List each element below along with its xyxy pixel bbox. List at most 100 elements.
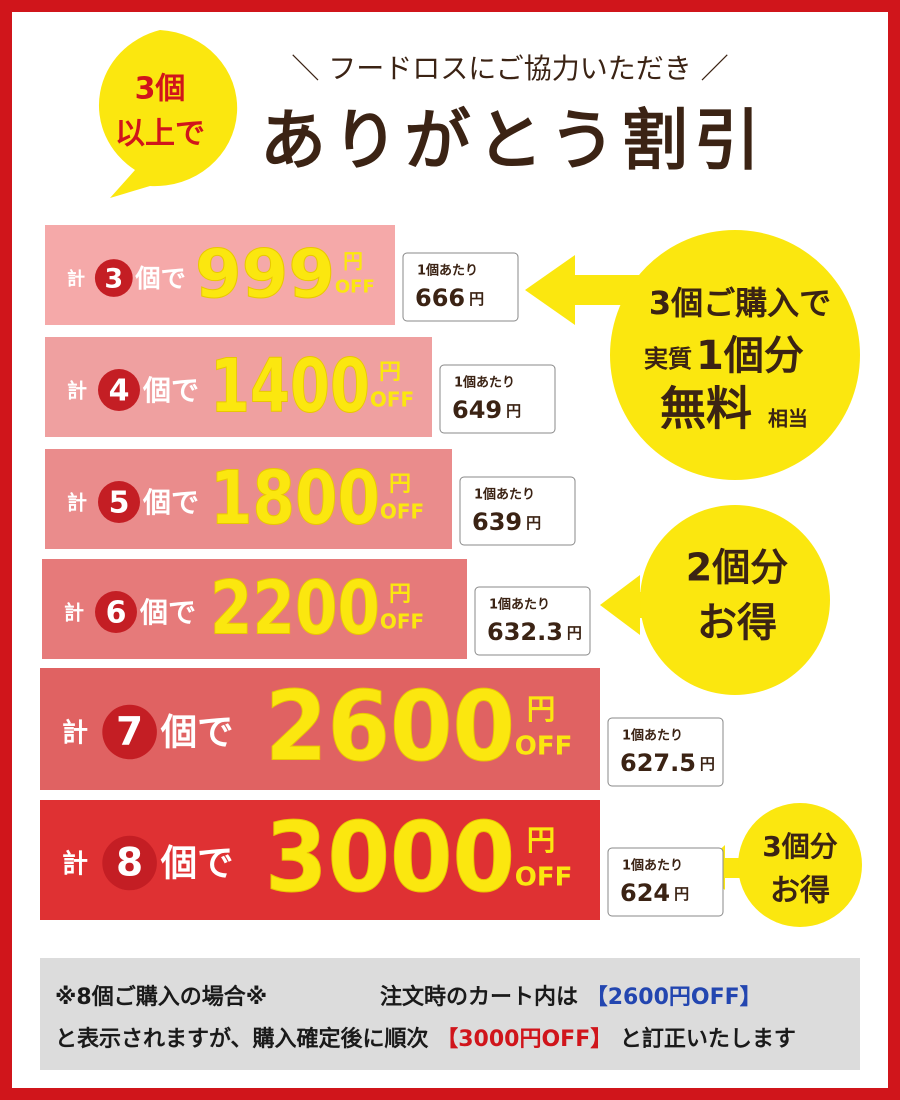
per-label: 1個あたり [622,858,683,874]
row-amount: 2600 [265,670,515,782]
row-amount: 1800 [210,456,380,542]
count-circle [102,704,157,760]
row-count: 3 [104,264,123,295]
footer-line: ※8個ご購入の場合※ 注文時のカート内は 【2600円OFF】 [55,984,762,1010]
badge-line: 3個 [135,72,186,107]
count-circle [102,835,157,891]
callout-circle [640,505,830,695]
row-unit: 円 [527,823,556,857]
per-box [607,717,724,787]
title: ありがとう割引 [260,102,760,179]
row-off: OFF [380,500,424,524]
per-label: 1個あたり [454,375,515,391]
row-amount: 2200 [210,566,380,652]
footer-text: 注文時のカート内は [380,984,578,1010]
footer-highlight: 【3000円OFF】 [436,1027,612,1052]
row-suffix: 個で [142,486,199,519]
per-label: 1個あたり [417,263,478,279]
per-unit: 円 [674,885,689,903]
arrow [525,255,640,325]
per-price: 649 円 [452,396,521,424]
callout-text: 実質 [644,345,692,373]
callout-text: 2個分 [686,546,788,590]
row-suffix: 個で [142,374,199,407]
footer-text: と訂正いたします [620,1026,796,1052]
per-label: 1個あたり [474,487,535,503]
footer-highlight: 【2600円OFF】 [586,985,762,1010]
callout-circle [610,230,860,480]
per-unit: 円 [526,514,541,532]
per-unit: 円 [567,624,582,642]
per-box [459,476,576,546]
per-price-value: 666 [415,284,465,312]
count-circle [98,369,140,411]
row-count: 4 [109,374,130,409]
row-prefix: 計 [67,491,87,515]
callout-text: 3個分 [762,830,837,863]
row-prefix: 計 [62,849,88,880]
count-circle [94,259,133,297]
per-box [402,252,519,322]
subtitle: ＼ フードロスにご協力いただき ／ [291,52,728,85]
per-price: 639 円 [472,508,541,536]
row-unit: 円 [343,250,363,273]
per-price: 666 円 [415,284,484,312]
per-unit: 円 [700,755,715,773]
row-unit: 円 [389,582,411,607]
per-label: 1個あたり [622,728,683,744]
per-box [439,364,556,434]
row-off: OFF [335,277,375,298]
row-prefix: 計 [67,268,85,290]
per-unit: 円 [469,290,484,308]
row-prefix: 計 [62,718,88,749]
row-count: 8 [116,841,143,886]
row-unit: 円 [389,472,411,497]
row-count: 5 [109,486,130,521]
row-amount: 999 [195,235,335,313]
per-price-value: 624 [620,879,670,907]
footer-box [40,958,860,1070]
callout-text: 相当 [768,407,808,431]
callout-text: 無料 [660,382,752,436]
per-price: 632.3 円 [487,618,582,646]
callout-text: 3個ご購入で [649,284,831,322]
callout-text: 1個分 [696,333,804,379]
row-off: OFF [515,732,573,762]
per-box [607,847,724,917]
badge-line: 以上で [115,117,205,152]
row-amount: 1400 [210,344,370,430]
count-circle [98,481,140,523]
footer-text: ※8個ご購入の場合※ [55,984,267,1010]
row-suffix: 個で [134,264,185,293]
per-price: 624 円 [620,879,689,907]
footer-text: と表示されますが、購入確定後に順次 [55,1026,429,1052]
per-price-value: 627.5 [620,749,696,777]
row-prefix: 計 [67,379,87,403]
badge-bubble [98,30,238,198]
row-off: OFF [515,863,573,893]
row-suffix: 個で [139,596,196,629]
row-unit: 円 [379,360,401,385]
per-price: 627.5 円 [620,749,715,777]
per-unit: 円 [506,402,521,420]
row-unit: 円 [527,692,556,726]
callout-text: お得 [697,600,777,646]
per-price-value: 639 [472,508,522,536]
callout-circle [738,803,862,927]
row-count: 7 [116,710,143,755]
count-circle [95,591,137,633]
row-count: 6 [106,596,127,631]
per-box [474,586,591,656]
row-off: OFF [370,388,414,412]
callout-text: お得 [770,874,830,909]
row-off: OFF [380,610,424,634]
per-price-value: 649 [452,396,502,424]
per-label: 1個あたり [489,597,550,613]
row-suffix: 個で [160,842,234,885]
per-price-value: 632.3 [487,618,563,646]
footer-line: と表示されますが、購入確定後に順次 【3000円OFF】 と訂正いたします [55,1026,796,1052]
row-amount: 3000 [265,801,515,913]
